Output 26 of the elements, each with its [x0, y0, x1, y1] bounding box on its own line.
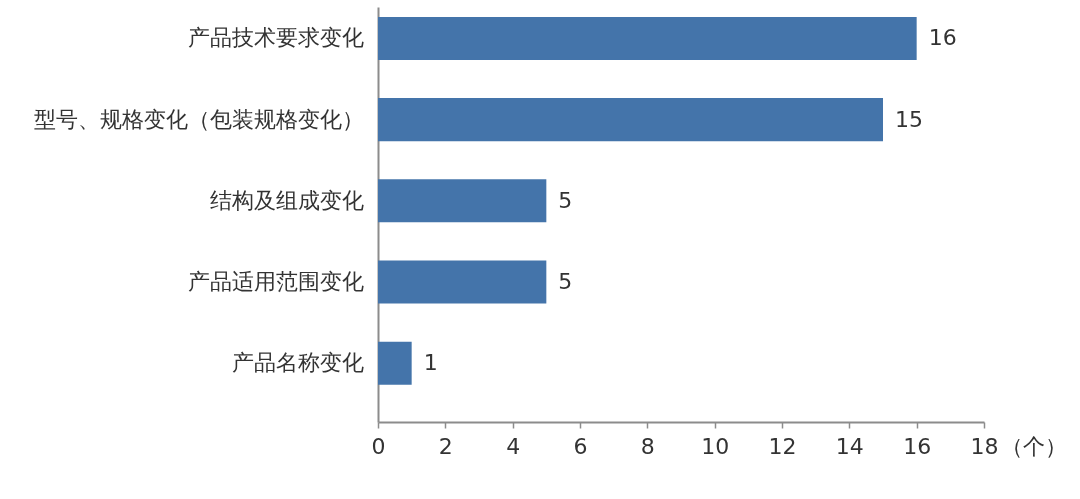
bar	[378, 98, 883, 142]
y-tick-label: 产品技术要求变化	[187, 25, 364, 51]
x-tick-label: 12	[768, 433, 797, 459]
bar	[378, 16, 917, 60]
data-label: 5	[558, 187, 573, 213]
data-label: 1	[423, 350, 438, 376]
x-tick-label: 16	[903, 433, 932, 459]
data-label: 5	[558, 269, 573, 295]
x-tick-label: 8	[640, 433, 655, 459]
x-axis-title: （个）	[1000, 433, 1067, 459]
x-tick-label: 0	[371, 433, 386, 459]
bar	[378, 179, 547, 223]
y-tick-label: 型号、规格变化（包装规格变化）	[33, 106, 364, 132]
x-tick-label: 18	[970, 433, 999, 459]
y-tick-label: 产品名称变化	[231, 350, 364, 376]
bar	[378, 260, 547, 304]
y-tick-label: 结构及组成变化	[209, 187, 364, 213]
data-label: 15	[895, 106, 923, 132]
x-tick-label: 6	[573, 433, 588, 459]
x-tick-label: 14	[835, 433, 864, 459]
x-tick-label: 10	[701, 433, 730, 459]
y-tick-label: 产品适用范围变化	[187, 269, 364, 295]
data-label: 16	[928, 25, 957, 51]
x-tick-label: 4	[506, 433, 521, 459]
bar	[378, 341, 412, 385]
x-tick-label: 2	[438, 433, 453, 459]
